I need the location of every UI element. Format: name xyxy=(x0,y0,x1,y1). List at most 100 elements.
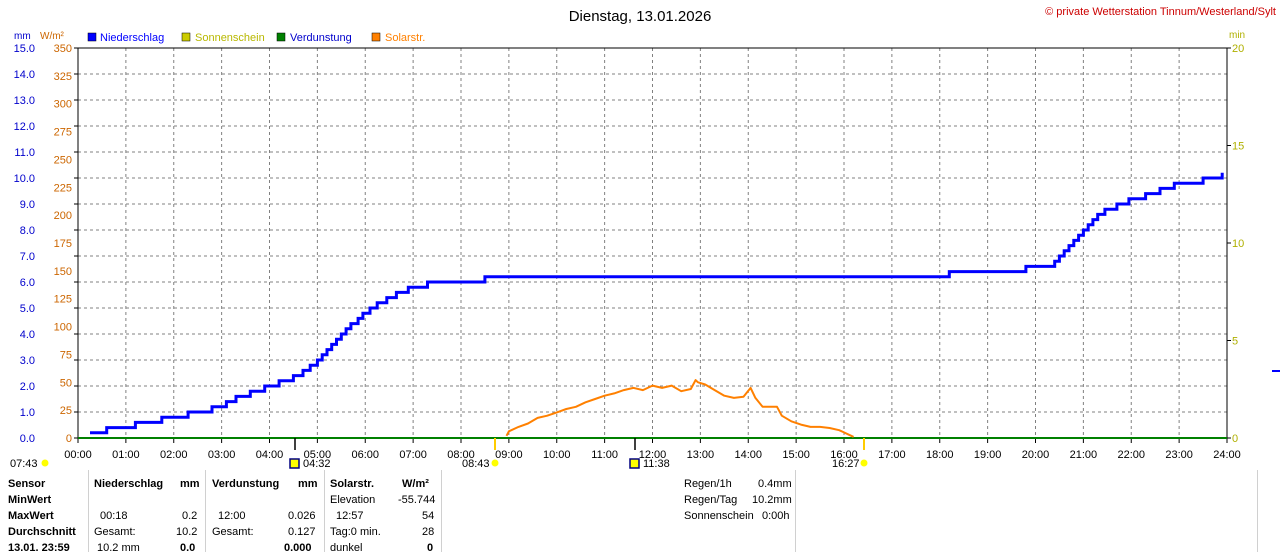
evap-total-label: Gesamt: xyxy=(212,526,254,538)
rain-max-val: 0.2 xyxy=(182,510,198,522)
legend-swatch-sun xyxy=(181,32,191,42)
y-mm-tick-label: 7.0 xyxy=(20,251,35,263)
x-tick-label: 24:00 xyxy=(1213,449,1241,461)
marker-label: 08:43 xyxy=(462,458,490,470)
y-mm-tick-label: 5.0 xyxy=(20,303,35,315)
y-min-tick-label: 15 xyxy=(1232,141,1244,153)
solar-dark-val: 0 xyxy=(427,542,434,554)
solar-dark-label: dunkel xyxy=(330,542,363,554)
summary-regen-h-label: Regen/1h xyxy=(684,478,732,490)
y-wm2-tick-label: 25 xyxy=(60,405,72,417)
solar-elev-val: -55.744 xyxy=(398,494,436,506)
y-wm2-tick-label: 150 xyxy=(54,266,72,278)
y-mm-tick-label: 2.0 xyxy=(20,381,35,393)
divider xyxy=(795,470,796,552)
y-wm2-tick-label: 175 xyxy=(54,238,72,250)
unit-wm2: W/m² xyxy=(40,31,65,42)
legend-label-evap: Verdunstung xyxy=(290,32,352,44)
y-wm2-tick-label: 300 xyxy=(54,99,72,111)
evap-unit: mm xyxy=(298,478,318,490)
legend-swatch-rain xyxy=(87,32,97,42)
x-tick-label: 21:00 xyxy=(1070,449,1098,461)
y-min-tick-label: 20 xyxy=(1232,43,1244,55)
x-tick-label: 03:00 xyxy=(208,449,236,461)
rain-total-label: Gesamt: xyxy=(94,526,136,538)
y-wm2-tick-label: 350 xyxy=(54,43,72,55)
evap-max-time: 12:00 xyxy=(218,510,246,522)
legend-label-solar: Solarstr. xyxy=(385,32,425,44)
y-mm-tick-label: 3.0 xyxy=(20,355,35,367)
y-wm2-tick-label: 50 xyxy=(60,377,72,389)
x-tick-label: 09:00 xyxy=(495,449,523,461)
y-wm2-tick-label: 200 xyxy=(54,210,72,222)
row-label-avg: Durchschnitt xyxy=(8,526,76,538)
stats-table: Sensor MinWert MaxWert Durchschnitt 13.0… xyxy=(0,470,1280,554)
y-mm-tick-label: 13.0 xyxy=(14,95,35,107)
y-wm2-tick-label: 100 xyxy=(54,322,72,334)
y-mm-tick-label: 9.0 xyxy=(20,199,35,211)
x-tick-label: 01:00 xyxy=(112,449,140,461)
summary-regen-d-val: 10.2mm xyxy=(752,494,792,506)
y-mm-tick-label: 8.0 xyxy=(20,225,35,237)
chart-title: Dienstag, 13.01.2026 xyxy=(569,8,712,25)
x-tick-label: 12:00 xyxy=(639,449,667,461)
divider xyxy=(1257,470,1258,552)
divider xyxy=(88,470,89,552)
unit-mm: mm xyxy=(14,31,31,42)
x-tick-label: 05:00 xyxy=(304,449,332,461)
x-tick-label: 10:00 xyxy=(543,449,571,461)
summary-regen-h-val: 0.4mm xyxy=(758,478,792,490)
legend-swatch-evap xyxy=(276,32,286,42)
y-wm2-tick-label: 0 xyxy=(66,433,72,445)
copyright-note: © private Wetterstation Tinnum/Westerlan… xyxy=(1045,6,1276,18)
y-wm2-tick-label: 250 xyxy=(54,154,72,166)
x-tick-label: 13:00 xyxy=(687,449,715,461)
divider xyxy=(205,470,206,552)
x-tick-label: 22:00 xyxy=(1117,449,1145,461)
legend-swatch-solar xyxy=(371,32,381,42)
x-tick-label: 00:00 xyxy=(64,449,92,461)
evap-head: Verdunstung xyxy=(212,478,280,490)
y-min-tick-label: 0 xyxy=(1232,433,1238,445)
y-mm-tick-label: 1.0 xyxy=(20,407,35,419)
rain-last-val: 10.2 mm xyxy=(97,542,140,554)
row-label-max: MaxWert xyxy=(8,510,54,522)
rain-max-time: 00:18 xyxy=(100,510,128,522)
x-tick-label: 20:00 xyxy=(1022,449,1050,461)
y-wm2-tick-label: 225 xyxy=(54,182,72,194)
y-mm-tick-label: 11.0 xyxy=(14,147,35,159)
x-tick-label: 08:00 xyxy=(447,449,475,461)
solar-unit: W/m² xyxy=(402,478,429,490)
y-min-tick-label: 10 xyxy=(1232,238,1244,250)
y-mm-tick-label: 14.0 xyxy=(14,69,35,81)
rain-last-rate: 0.0 xyxy=(180,542,196,554)
marker-label: 11:38 xyxy=(643,458,670,470)
x-tick-label: 06:00 xyxy=(351,449,379,461)
y-mm-tick-label: 12.0 xyxy=(14,121,35,133)
y-wm2-tick-label: 325 xyxy=(54,71,72,83)
marker-label: 07:43 xyxy=(10,458,38,470)
y-mm-tick-label: 4.0 xyxy=(20,329,35,341)
x-tick-label: 23:00 xyxy=(1165,449,1193,461)
series-line-solar xyxy=(505,379,855,438)
divider xyxy=(324,470,325,552)
rain-total-val: 10.2 xyxy=(176,526,198,538)
solar-elev-label: Elevation xyxy=(330,494,376,506)
solar-day-label: Tag:0 min. xyxy=(330,526,381,538)
sun-icon xyxy=(860,459,868,467)
x-tick-label: 19:00 xyxy=(974,449,1002,461)
unit-min: min xyxy=(1229,30,1245,41)
y-mm-tick-label: 0.0 xyxy=(20,433,35,445)
chart: Dienstag, 13.01.2026 © private Wettersta… xyxy=(10,6,1280,470)
x-tick-label: 04:00 xyxy=(256,449,284,461)
y-wm2-tick-label: 125 xyxy=(54,294,72,306)
sun-icon xyxy=(41,459,49,467)
solar-max-val: 54 xyxy=(422,510,435,522)
y-wm2-tick-label: 75 xyxy=(60,349,72,361)
y-wm2-tick-label: 275 xyxy=(54,127,72,139)
x-tick-label: 16:00 xyxy=(830,449,858,461)
summary-sun-label: Sonnenschein xyxy=(684,510,754,522)
y-mm-tick-label: 10.0 xyxy=(14,173,35,185)
rain-head: Niederschlag xyxy=(94,478,164,490)
y-mm-tick-label: 15.0 xyxy=(14,43,35,55)
